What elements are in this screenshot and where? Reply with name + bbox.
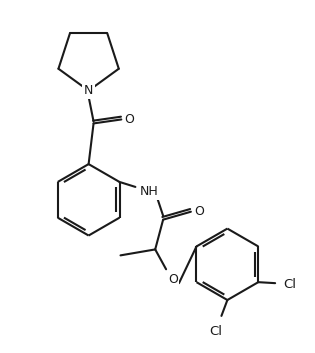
Text: O: O — [124, 113, 134, 126]
Text: Cl: Cl — [284, 278, 296, 291]
Text: O: O — [194, 205, 204, 218]
Text: Cl: Cl — [209, 325, 222, 338]
Text: NH: NH — [140, 185, 159, 198]
Text: N: N — [84, 84, 93, 97]
Text: O: O — [168, 273, 178, 286]
